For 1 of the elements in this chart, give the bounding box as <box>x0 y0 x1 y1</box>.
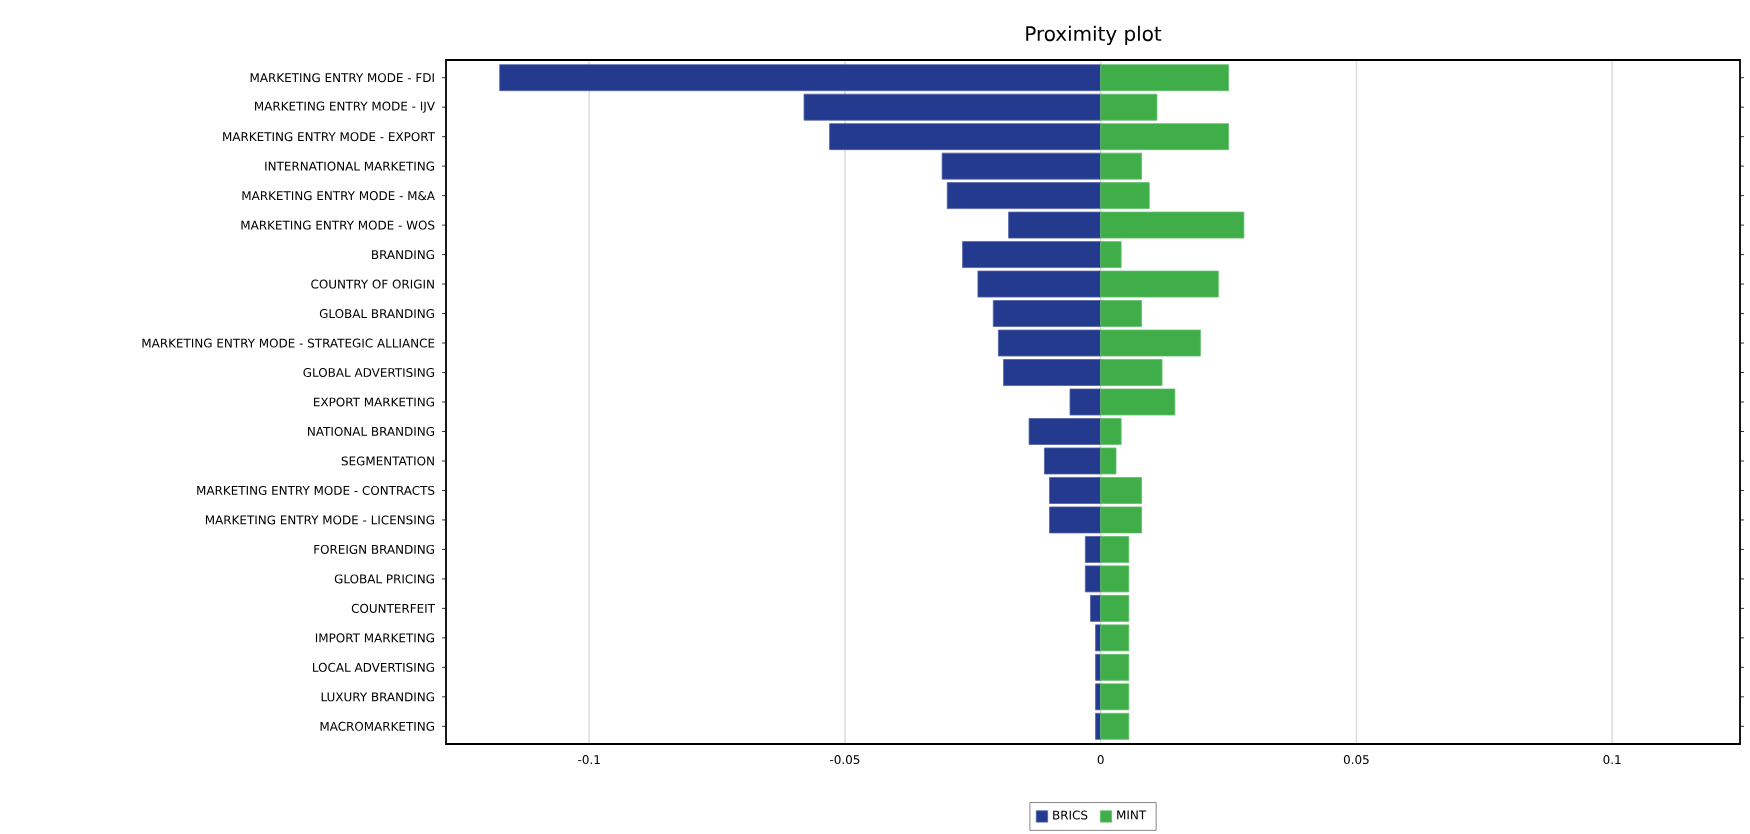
chart-title: Proximity plot <box>1026 25 1162 46</box>
